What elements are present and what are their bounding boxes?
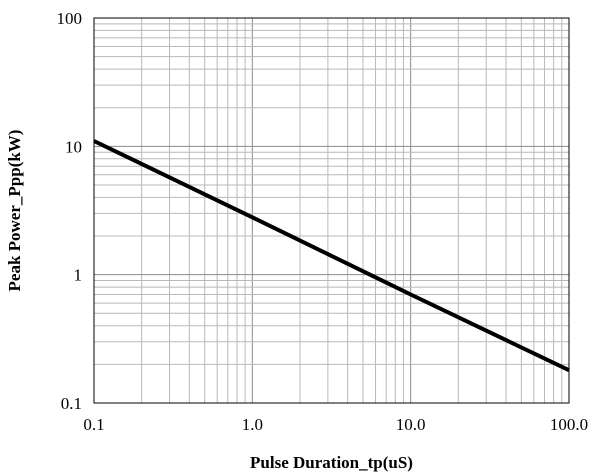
grid [94, 18, 569, 403]
series-layer [93, 139, 570, 373]
y-tick-label: 1 [74, 266, 83, 285]
x-tick-label: 0.1 [83, 415, 104, 434]
x-tick-label: 100.0 [550, 415, 588, 434]
x-tick-label: 1.0 [242, 415, 263, 434]
tick-labels: 0.1 1.0 10.0 100.0 0.1 1 10 100 [57, 9, 589, 434]
plot-area-frame [93, 17, 570, 404]
y-tick-label: 100 [57, 9, 83, 28]
x-axis-title: Pulse Duration_tp(uS) [250, 453, 413, 472]
y-tick-label: 0.1 [61, 394, 82, 413]
x-tick-label: 10.0 [396, 415, 426, 434]
series-line [93, 139, 570, 373]
y-axis-title: Peak Power_Ppp(kW) [5, 130, 24, 292]
y-tick-label: 10 [65, 137, 82, 156]
